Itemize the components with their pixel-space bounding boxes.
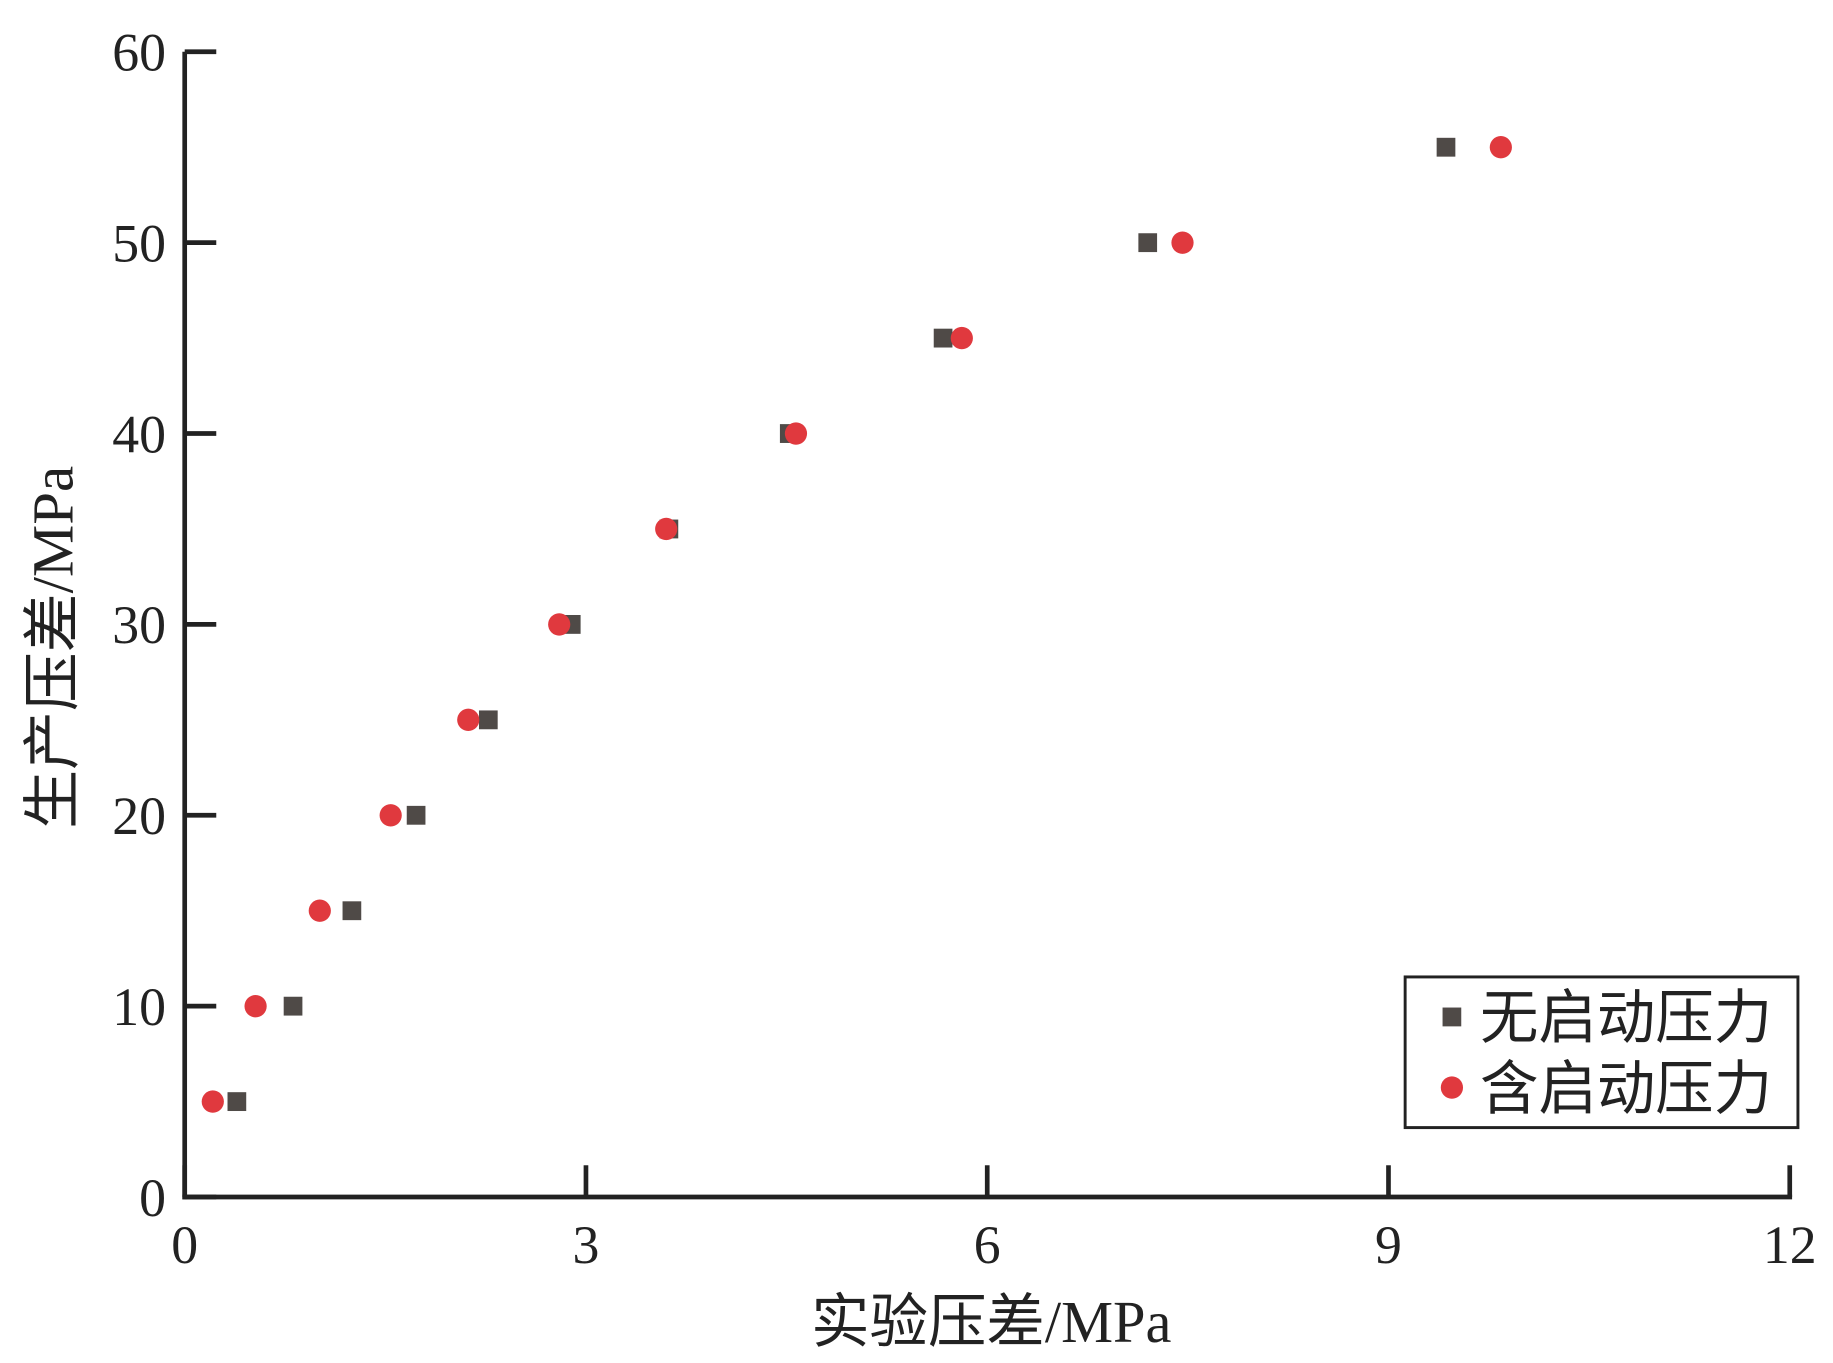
point xyxy=(784,422,808,445)
point xyxy=(457,708,480,732)
point xyxy=(1171,231,1194,254)
x-tick-label: 9 xyxy=(1375,1215,1402,1275)
point xyxy=(655,517,678,541)
point xyxy=(950,326,973,350)
point xyxy=(548,613,571,636)
point xyxy=(478,710,498,730)
legend-marker xyxy=(1442,1007,1462,1027)
y-tick-label: 50 xyxy=(112,213,166,273)
point xyxy=(1436,137,1456,157)
x-tick-label: 12 xyxy=(1763,1215,1817,1275)
point xyxy=(379,804,402,827)
y-tick-label: 0 xyxy=(139,1168,166,1228)
legend-label: 含启动压力 xyxy=(1480,1057,1772,1122)
y-axis-label: 生产压差/MPa xyxy=(21,466,86,829)
x-tick-label: 0 xyxy=(171,1215,198,1275)
y-tick-label: 10 xyxy=(112,977,166,1037)
y-tick-label: 20 xyxy=(112,786,166,846)
point xyxy=(201,1090,224,1113)
y-tick-label: 60 xyxy=(112,22,166,82)
legend-marker xyxy=(1440,1076,1464,1099)
point xyxy=(227,1092,247,1112)
point xyxy=(1489,136,1512,159)
point xyxy=(308,899,331,922)
legend-box xyxy=(1403,975,1800,1130)
x-axis-label: 实验压差/MPa xyxy=(811,1290,1171,1355)
y-tick-label: 40 xyxy=(112,404,166,464)
point xyxy=(933,328,953,348)
point xyxy=(406,805,426,825)
point xyxy=(1138,233,1158,253)
point xyxy=(342,901,362,921)
x-tick-label: 3 xyxy=(573,1215,600,1275)
point xyxy=(244,994,267,1018)
point xyxy=(283,996,303,1016)
x-tick-label: 6 xyxy=(974,1215,1001,1275)
legend-label: 无启动压力 xyxy=(1480,986,1772,1051)
y-tick-label: 30 xyxy=(112,595,166,655)
